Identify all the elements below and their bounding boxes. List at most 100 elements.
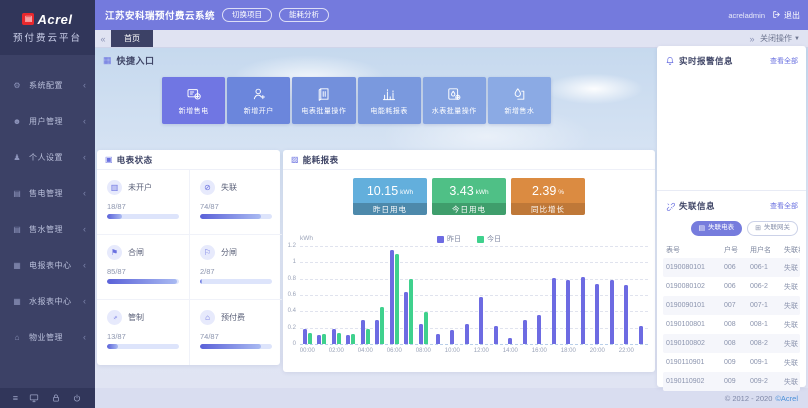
offline-filter-1[interactable]: ⊞ 失联网关 [747,221,798,236]
bar-today [322,334,327,344]
table-row[interactable]: 0190080101 006 006-1 失联 [663,258,800,277]
sidebar-item-3[interactable]: ▤ 售电管理 ‹ [13,188,86,198]
progress-bar [107,279,179,284]
y-axis-tick: 0.6 [287,292,296,298]
tab-home[interactable]: 首页 [111,30,153,47]
sidebar-item-7[interactable]: ⌂ 物业管理 ‹ [0,319,95,355]
quick-tile-5[interactable]: 新增售水 [487,77,552,124]
sidebar-item-0[interactable]: ⚙ 系统配置 ‹ [13,80,86,90]
chart-legend: 昨日 今日 [283,234,655,244]
offline-filter-buttons: ▤ 失联电表 ⊞ 失联网关 [657,218,806,241]
energy-stat-card-1: 3.43 kWh 今日用电 [432,178,506,215]
x-axis-tick: 04:00 [357,348,373,354]
tabs-scroll-right-icon[interactable]: » [749,33,755,44]
x-axis-tick: 00:00 [299,348,315,354]
quick-tile-4[interactable]: 水表批量操作 [422,77,486,124]
y-axis-tick: 1 [292,259,296,266]
quick-tile-3[interactable]: 电能耗报表 [357,77,421,124]
sidebar-item-1[interactable]: ☻ 用户管理 ‹ [12,116,86,126]
y-axis-tick: 0 [292,341,296,347]
bar-yesterday [638,326,643,344]
switch-off-icon: ⚐ [200,245,215,260]
sidebar: ⚙ 系统配置 ‹ ☻ 用户管理 ‹ ♟ 个人设置 ‹ ▤ 售电管理 ‹ ▤ 售水管理 ‹ ▦ 电报表中心 ‹ ▦ 水报… [0,55,95,388]
meter-status-value: 74/87 [200,202,219,211]
bar-today [351,334,356,344]
menu-icon[interactable]: ≡ [12,392,18,403]
bar-yesterday [464,324,469,344]
table-row[interactable]: 0190100802 008 008-2 失联 [663,334,800,353]
column-header: 表号 [666,246,680,254]
offline-view-all-link[interactable]: 查看全部 [770,203,798,210]
offline-filter-0[interactable]: ▤ 失联电表 [690,221,743,236]
bar-group [445,246,460,344]
person-icon: ♟ [13,152,21,162]
sidebar-item-4[interactable]: ▤ 售水管理 ‹ [13,224,86,234]
bar-yesterday [389,250,394,344]
alarm-list-empty [657,73,806,190]
energy-stat-card-0: 10.15 kWh 昨日用电 [353,178,427,215]
meter-status-value: 2/87 [200,267,215,276]
bar-yesterday [435,334,440,344]
x-axis-tick: 08:00 [415,348,431,354]
chevron-left-icon: ‹ [83,224,86,234]
sidebar-item-6[interactable]: ▦ 水报表中心 ‹ [13,296,86,306]
x-axis-tick: 20:00 [589,348,605,354]
logout-button[interactable]: 退出 [772,6,800,24]
close-operations-dropdown[interactable]: 关闭操作 ▼ [760,34,800,43]
username: acreladmin [728,10,765,20]
table-row[interactable]: 0190080102 006 006-2 失联 [666,283,798,291]
y-axis-tick: 0.8 [287,275,296,282]
quick-tile-2[interactable]: 电表批量操作 [292,77,356,124]
bar-yesterday [551,277,556,344]
energy-bar-chart: 0 0.2 0.4 0.6 0.8 1 1.2 00:00 02:00 04:00 06:00 08:… [288,243,648,354]
copyright-brand-link[interactable]: ©Acrel [775,393,798,403]
y-axis-unit: kWh [300,235,313,242]
bar-yesterday [595,284,600,344]
bar-yesterday [479,296,484,344]
sidebar-item-2[interactable]: ♟ 个人设置 ‹ [13,152,86,162]
meter-status-value: 18/87 [107,202,126,211]
grid-icon: ▦ [13,260,21,270]
column-header: 户号 [724,246,738,254]
bar-yesterday [317,335,322,344]
bar-yesterday [346,335,351,344]
switch-project-button[interactable]: 切换项目 [222,7,273,23]
bar-group [634,246,649,344]
bar-group [315,246,330,344]
bar-yesterday [522,319,527,344]
bar-today [307,333,312,344]
legend-item[interactable]: 今日 [477,234,501,244]
sidebar-footer: ≡ [0,388,95,408]
lock-icon[interactable] [51,393,61,403]
x-axis-tick: 06:00 [386,348,402,354]
alarm-view-all-link[interactable]: 查看全部 [770,58,798,65]
acrel-logo-icon: ▤ [22,13,35,25]
quick-tile-0[interactable]: 新增售电 [162,77,226,124]
gear-icon: ⚙ [13,80,21,90]
sidebar-item-5[interactable]: ▦ 电报表中心 ‹ [13,260,86,270]
bars-area [300,246,648,344]
meter-status-icon: ▣ [105,154,113,164]
table-row[interactable]: 0190100801 008 008-1 失联 [666,321,798,329]
chevron-left-icon: ‹ [83,152,86,162]
bar-yesterday [360,319,365,344]
table-row[interactable]: 0190110902 009 009-2 失联 [663,372,800,391]
bar-group [576,246,591,344]
legend-item[interactable]: 昨日 [437,234,461,244]
monitor-icon[interactable] [29,393,39,403]
bell-icon [665,56,675,66]
bar-today [423,312,428,344]
meter-plus-icon [186,86,202,103]
meter-small-icon: ▤ [698,225,706,232]
bar-group [402,246,417,344]
system-title: 江苏安科瑞预付费云系统 [105,11,216,22]
card-icon: ▤ [13,224,21,234]
quick-tile-1[interactable]: 新增开户 [227,77,291,124]
x-axis-tick: 22:00 [618,348,634,354]
panel-divider [657,190,806,191]
table-row[interactable]: 0190110901 009 009-1 失联 [666,359,798,367]
table-row[interactable]: 0190090101 007 007-1 失联 [663,296,800,315]
tabs-scroll-left-icon[interactable]: « [100,33,106,44]
power-icon[interactable] [72,393,82,403]
energy-analysis-button[interactable]: 能耗分析 [279,7,330,23]
